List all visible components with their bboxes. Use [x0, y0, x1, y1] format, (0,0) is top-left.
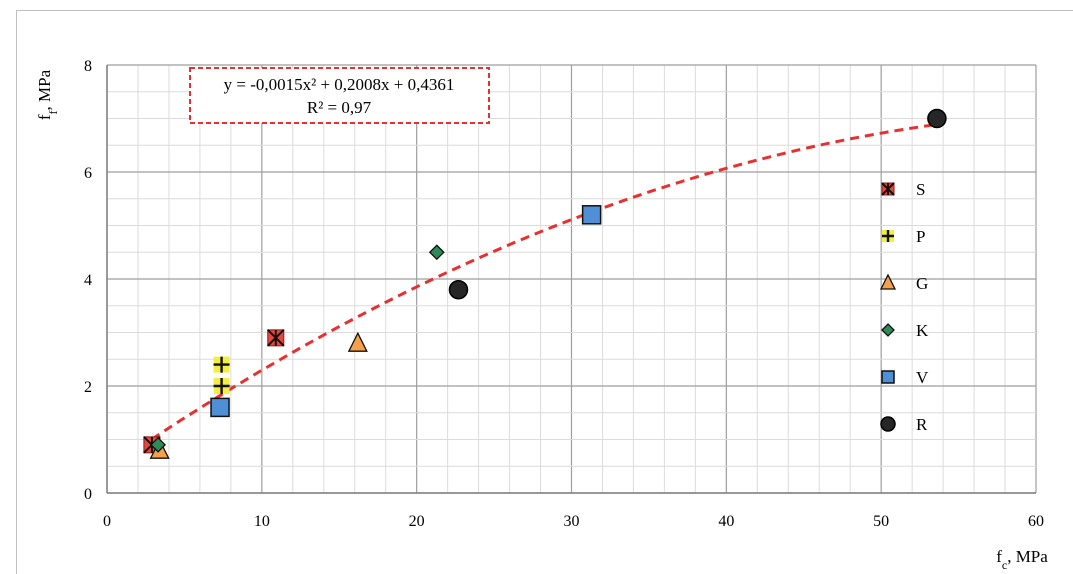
- legend-marker-cross: [882, 230, 894, 242]
- legend-item-v: V: [881, 368, 929, 387]
- legend-item-r: R: [880, 415, 928, 434]
- x-tick-label: 10: [254, 513, 270, 530]
- point-marker: [150, 436, 167, 453]
- data-point-p: [213, 378, 230, 394]
- y-axis-label: ff, MPa: [35, 69, 60, 120]
- legend-label: R: [916, 415, 928, 434]
- legend-label: P: [916, 227, 925, 246]
- equation-box: y = -0,0015x² + 0,2008x + 0,4361 R² = 0,…: [189, 67, 490, 124]
- legend-marker: [881, 323, 895, 337]
- legend-marker: [879, 273, 897, 290]
- point-marker-cross: [267, 329, 285, 347]
- data-point-k: [428, 244, 445, 261]
- legend-item-k: K: [881, 321, 929, 340]
- legend-marker-cross: [881, 182, 895, 196]
- trendline-equation: y = -0,0015x² + 0,2008x + 0,4361: [224, 75, 455, 94]
- data-point-v: [210, 397, 230, 418]
- x-tick-label: 60: [1028, 513, 1044, 530]
- data-point-r: [448, 279, 469, 300]
- legend-item-s: S: [881, 180, 925, 199]
- point-marker-cross: [213, 378, 230, 394]
- data-point-k: [150, 436, 167, 453]
- x-tick-label: 40: [718, 513, 734, 530]
- x-tick-label: 20: [409, 513, 425, 530]
- chart-frame: [16, 10, 1073, 574]
- data-point-r: [927, 108, 947, 129]
- point-marker: [448, 279, 469, 300]
- tick-labels: 0 10 20 30 40 50 60 0 2 4 6 8: [84, 58, 1044, 530]
- point-marker: [347, 331, 368, 352]
- axes: [106, 65, 1036, 494]
- y-tick-label: 2: [84, 379, 92, 396]
- legend-item-p: P: [882, 227, 925, 246]
- legend-item-g: G: [879, 273, 928, 293]
- legend-label: S: [916, 180, 925, 199]
- legend-label: V: [916, 368, 929, 387]
- legend-label: G: [916, 274, 928, 293]
- data-points: [143, 108, 947, 459]
- x-axis-label: fc, MPa: [996, 547, 1048, 572]
- point-marker: [581, 205, 602, 225]
- equation-box-border: [189, 67, 490, 124]
- data-point-v: [581, 205, 602, 225]
- y-tick-label: 8: [84, 58, 92, 75]
- legend-marker: [880, 416, 896, 432]
- legend-marker: [881, 370, 895, 384]
- point-marker: [428, 244, 445, 261]
- point-marker: [210, 397, 230, 418]
- x-tick-label: 0: [103, 513, 111, 530]
- trendline-r-squared: R² = 0,97: [307, 98, 372, 117]
- legend: S P G K V R: [879, 180, 929, 434]
- y-tick-label: 0: [84, 486, 92, 503]
- data-point-p: [213, 356, 230, 373]
- x-tick-label: 50: [873, 513, 889, 530]
- point-marker-cross: [213, 356, 230, 373]
- data-point-g: [347, 331, 368, 352]
- trendline: [151, 122, 938, 441]
- x-tick-label: 30: [564, 513, 580, 530]
- y-tick-label: 6: [84, 165, 92, 182]
- point-marker: [927, 108, 947, 129]
- legend-label: K: [916, 321, 929, 340]
- data-point-s: [267, 329, 285, 347]
- y-tick-label: 4: [84, 272, 92, 289]
